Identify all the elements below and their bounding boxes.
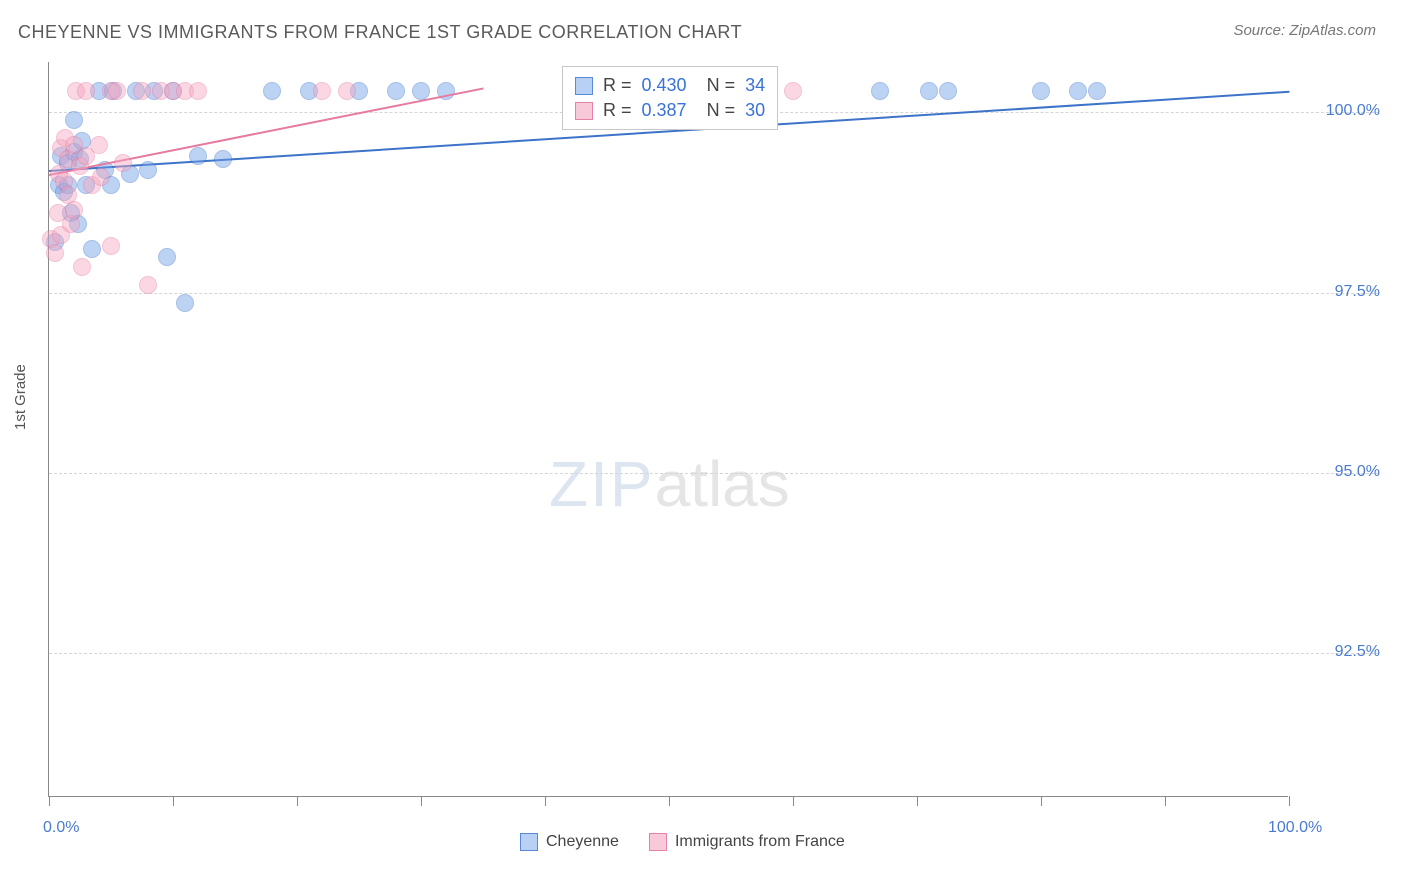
data-point — [412, 82, 430, 100]
x-tick — [1041, 796, 1042, 806]
chart-title: CHEYENNE VS IMMIGRANTS FROM FRANCE 1ST G… — [18, 22, 742, 43]
legend-item: Immigrants from France — [649, 833, 845, 851]
y-axis-label: 1st Grade — [12, 364, 29, 430]
y-tick-label: 92.5% — [1300, 643, 1380, 661]
x-tick — [173, 796, 174, 806]
y-tick-label: 95.0% — [1300, 463, 1380, 481]
stat-label: R = — [603, 75, 632, 96]
x-tick-label: 0.0% — [43, 819, 79, 837]
data-point — [65, 111, 83, 129]
y-tick-label: 100.0% — [1300, 102, 1380, 120]
data-point — [65, 201, 83, 219]
stat-label: R = — [603, 100, 632, 121]
watermark: ZIPatlas — [549, 447, 790, 521]
chart-source: Source: ZipAtlas.com — [1233, 22, 1376, 39]
x-tick — [1289, 796, 1290, 806]
x-tick — [49, 796, 50, 806]
data-point — [90, 136, 108, 154]
data-point — [1032, 82, 1050, 100]
x-tick — [917, 796, 918, 806]
data-point — [338, 82, 356, 100]
swatch-icon — [520, 833, 538, 851]
stats-box: R = 0.430 N = 34 R = 0.387 N = 30 — [562, 66, 778, 130]
data-point — [1088, 82, 1106, 100]
x-tick-label: 100.0% — [1268, 819, 1322, 837]
x-tick — [421, 796, 422, 806]
x-tick — [669, 796, 670, 806]
data-point — [214, 150, 232, 168]
data-point — [189, 82, 207, 100]
stats-row: R = 0.387 N = 30 — [575, 98, 765, 123]
data-point — [387, 82, 405, 100]
x-tick — [297, 796, 298, 806]
data-point — [102, 237, 120, 255]
data-point — [313, 82, 331, 100]
data-point — [189, 147, 207, 165]
plot-area: ZIPatlas — [48, 62, 1288, 797]
x-tick — [545, 796, 546, 806]
legend-label: Cheyenne — [546, 833, 619, 851]
data-point — [46, 244, 64, 262]
data-point — [263, 82, 281, 100]
stats-row: R = 0.430 N = 34 — [575, 73, 765, 98]
swatch-icon — [649, 833, 667, 851]
stat-n-value: 34 — [745, 75, 765, 96]
watermark-part1: ZIP — [549, 448, 655, 520]
legend-label: Immigrants from France — [675, 833, 845, 851]
data-point — [920, 82, 938, 100]
data-point — [871, 82, 889, 100]
legend: Cheyenne Immigrants from France — [520, 833, 845, 851]
data-point — [77, 82, 95, 100]
data-point — [92, 168, 110, 186]
stat-label: N = — [697, 100, 736, 121]
gridline — [49, 473, 1379, 474]
stat-r-value: 0.430 — [642, 75, 687, 96]
data-point — [158, 248, 176, 266]
x-tick — [1165, 796, 1166, 806]
stat-label: N = — [697, 75, 736, 96]
y-tick-label: 97.5% — [1300, 283, 1380, 301]
data-point — [114, 154, 132, 172]
x-tick — [793, 796, 794, 806]
data-point — [83, 240, 101, 258]
swatch-icon — [575, 77, 593, 95]
data-point — [139, 161, 157, 179]
data-point — [133, 82, 151, 100]
data-point — [139, 276, 157, 294]
gridline — [49, 293, 1379, 294]
stat-n-value: 30 — [745, 100, 765, 121]
chart-header: CHEYENNE VS IMMIGRANTS FROM FRANCE 1ST G… — [0, 0, 1406, 43]
watermark-part2: atlas — [655, 448, 790, 520]
data-point — [784, 82, 802, 100]
data-point — [939, 82, 957, 100]
gridline — [49, 653, 1379, 654]
data-point — [108, 82, 126, 100]
legend-item: Cheyenne — [520, 833, 619, 851]
swatch-icon — [575, 102, 593, 120]
data-point — [1069, 82, 1087, 100]
stat-r-value: 0.387 — [642, 100, 687, 121]
data-point — [73, 258, 91, 276]
data-point — [176, 294, 194, 312]
